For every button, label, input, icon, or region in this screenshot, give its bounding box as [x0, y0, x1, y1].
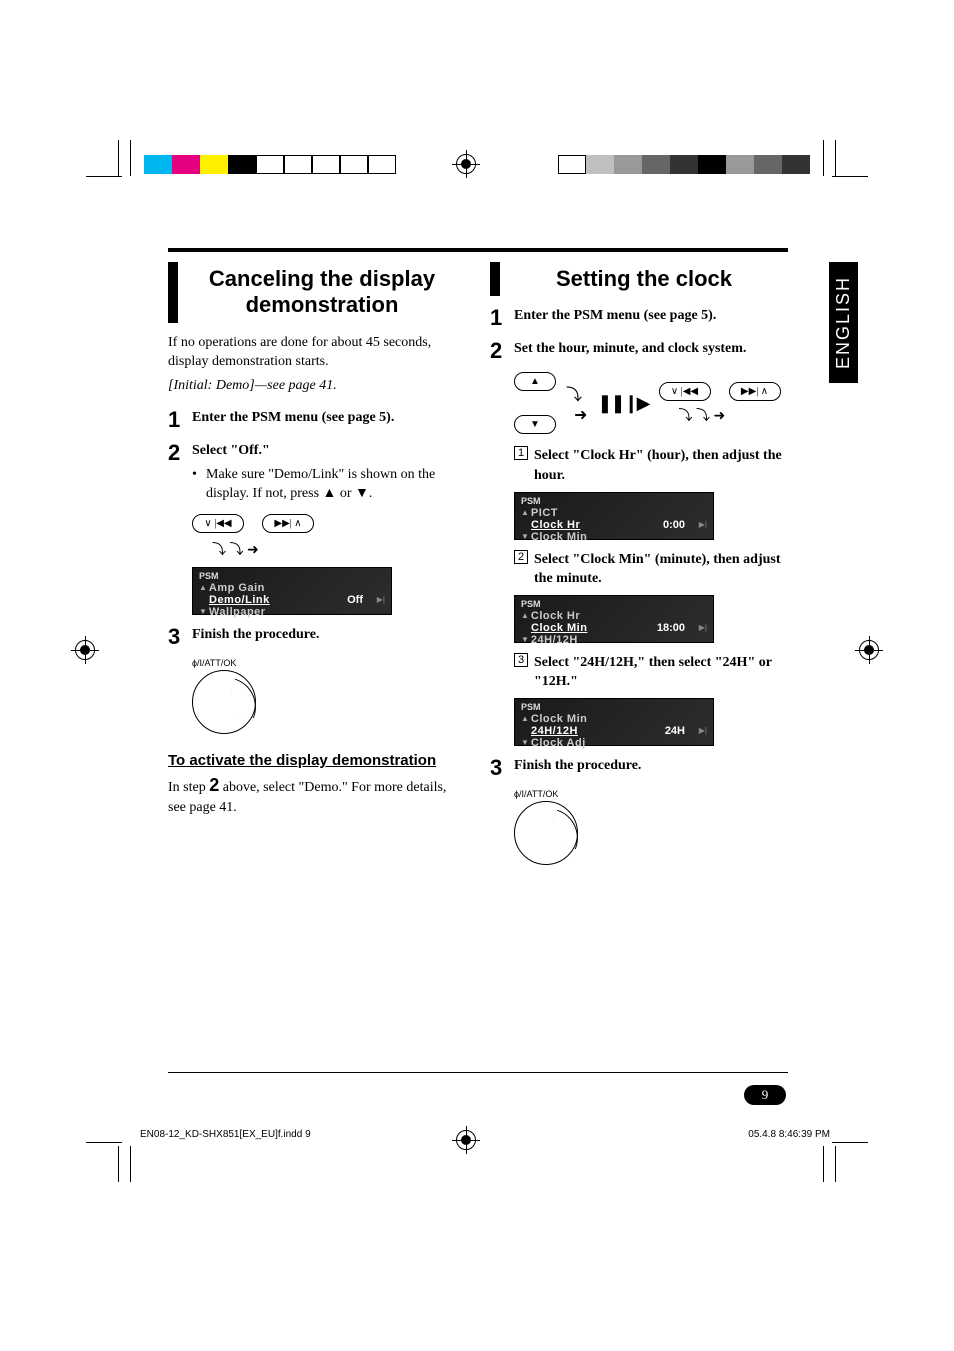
- left-step-1: 1 Enter the PSM menu (see page 5).: [168, 408, 466, 431]
- left-column: Canceling the display demonstration If n…: [168, 262, 466, 865]
- dotted-arrow-icon: ⤵ ⤵ ➜: [679, 405, 781, 425]
- substep-3: 3 Select "24H/12H," then select "24H" or…: [514, 653, 788, 692]
- substep-text: Select "Clock Min" (minute), then adjust…: [534, 550, 788, 589]
- step-number: 1: [490, 306, 514, 329]
- top-rule: [168, 248, 788, 252]
- step-number: 1: [168, 408, 192, 431]
- step-number: 2: [490, 339, 514, 362]
- step-text: Finish the procedure.: [514, 756, 788, 779]
- box-number: 2: [514, 550, 528, 564]
- step-text: Finish the procedure.: [192, 625, 466, 648]
- footer-rule: [168, 1072, 788, 1073]
- step-number: 2: [168, 441, 192, 504]
- print-marks-bottom: [0, 1142, 954, 1182]
- right-step-1: 1 Enter the PSM menu (see page 5).: [490, 306, 788, 329]
- step-number: 3: [490, 756, 514, 779]
- dotted-arrow-icon: ⤵ ⤵ ➜: [212, 539, 466, 559]
- step-text: Set the hour, minute, and clock system.: [514, 339, 788, 362]
- footer-date: 05.4.8 8:46:39 PM: [748, 1129, 830, 1140]
- step-text: Enter the PSM menu (see page 5).: [514, 306, 788, 329]
- right-step-3: 3 Finish the procedure.: [490, 756, 788, 779]
- dial-label: ϕ/I/ATT/OK: [514, 789, 788, 799]
- substep-1: 1 Select "Clock Hr" (hour), then adjust …: [514, 446, 788, 485]
- heading-cancel-demo: Canceling the display demonstration: [168, 262, 466, 323]
- activate-heading: To activate the display demonstration: [168, 752, 466, 769]
- box-number: 1: [514, 446, 528, 460]
- left-step-2: 2 Select "Off." • Make sure "Demo/Link" …: [168, 441, 466, 504]
- down-button: ▼: [514, 415, 556, 434]
- up-button: ▲: [514, 372, 556, 391]
- intro-initial: [Initial: Demo]—see page 41.: [168, 378, 466, 394]
- language-tab: ENGLISH: [829, 262, 858, 383]
- substep-text: Select "24H/12H," then select "24H" or "…: [534, 653, 788, 692]
- step-number: 3: [168, 625, 192, 648]
- bullet-text: Make sure "Demo/Link" is shown on the di…: [206, 465, 466, 504]
- color-blocks-right: [558, 155, 810, 174]
- step-text: Select "Off.": [192, 441, 466, 461]
- dial-label: ϕ/I/ATT/OK: [192, 658, 466, 668]
- substep-text: Select "Clock Hr" (hour), then adjust th…: [534, 446, 788, 485]
- clock-controls: ▲ ▼ ⤵ ➜ ❚❚❙▶ ∨ |◀◀ ▶▶| ∧ ⤵ ⤵ ➜: [514, 372, 788, 434]
- intro-text: If no operations are done for about 45 s…: [168, 333, 466, 372]
- lcd-demo-link: PSM ▲Amp Gain Demo/LinkOff▶| ▼Wallpaper: [192, 567, 392, 615]
- lcd-clock-min: PSM ▲Clock Hr Clock Min18:00▶| ▼24H/12H: [514, 595, 714, 643]
- page-number: 9: [744, 1085, 786, 1105]
- substep-2: 2 Select "Clock Min" (minute), then adju…: [514, 550, 788, 589]
- bars-icon: ❚❚❙▶: [597, 393, 648, 414]
- step-text: Enter the PSM menu (see page 5).: [192, 408, 466, 431]
- heading-set-clock: Setting the clock: [490, 262, 788, 296]
- footer-file: EN08-12_KD-SHX851[EX_EU]f.indd 9: [140, 1129, 311, 1140]
- prev-button: ∨ |◀◀: [659, 382, 711, 401]
- right-step-2: 2 Set the hour, minute, and clock system…: [490, 339, 788, 362]
- box-number: 3: [514, 653, 528, 667]
- lcd-clock-hr: PSM ▲PICT Clock Hr0:00▶| ▼Clock Min: [514, 492, 714, 540]
- left-step-3: 3 Finish the procedure.: [168, 625, 466, 648]
- activate-text: In step 2 above, select "Demo." For more…: [168, 773, 466, 818]
- next-button: ▶▶| ∧: [729, 382, 781, 401]
- dial-icon: [192, 670, 256, 734]
- color-blocks-left: [144, 155, 396, 174]
- then-arrow-icon: ⤵ ➜: [566, 381, 587, 425]
- next-button: ▶▶| ∧: [262, 514, 314, 533]
- prev-button: ∨ |◀◀: [192, 514, 244, 533]
- dial-icon: [514, 801, 578, 865]
- right-column: Setting the clock 1 Enter the PSM menu (…: [490, 262, 788, 865]
- bullet-icon: •: [192, 465, 206, 504]
- print-marks-top: [0, 140, 954, 180]
- nav-buttons: ∨ |◀◀ ▶▶| ∧ ⤵ ⤵ ➜: [192, 514, 466, 559]
- footer: EN08-12_KD-SHX851[EX_EU]f.indd 9 05.4.8 …: [140, 1129, 830, 1140]
- lcd-24h-12h: PSM ▲Clock Min 24H/12H24H▶| ▼Clock Adj: [514, 698, 714, 746]
- page-content: Canceling the display demonstration If n…: [168, 248, 788, 865]
